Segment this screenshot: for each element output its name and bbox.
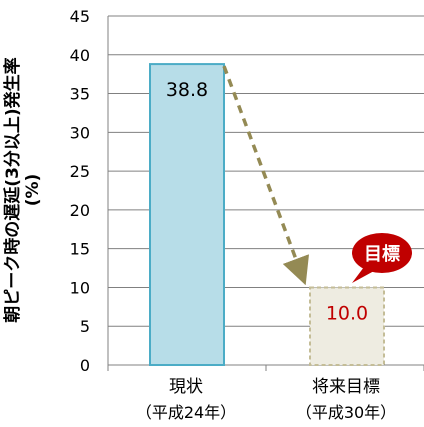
badge-tail (352, 267, 374, 283)
y-tick-label: 10 (70, 278, 90, 297)
bar (149, 63, 225, 366)
y-tick-label: 0 (80, 356, 90, 375)
x-tick-label: 将来目標 (312, 377, 380, 397)
y-axis-label: 朝ピーク時の遅延(3分以上)発生率 (2, 57, 23, 322)
data-label: 10.0 (326, 302, 368, 324)
y-tick-label: 30 (70, 123, 90, 142)
y-axis-unit: (%) (23, 174, 42, 207)
y-axis-title: 朝ピーク時の遅延(3分以上)発生率 (%) (2, 20, 43, 360)
trend-arrow (222, 65, 310, 286)
x-tick-sublabel: （平成30年） (296, 403, 396, 422)
y-tick-label: 20 (70, 201, 90, 220)
y-tick-label: 25 (70, 162, 90, 181)
y-tick-label: 5 (80, 317, 90, 336)
y-tick-label: 40 (70, 46, 90, 65)
x-tick-label: 現状 (169, 377, 203, 397)
bar (309, 286, 385, 367)
data-label: 38.8 (166, 79, 208, 101)
y-tick-label: 15 (70, 240, 90, 259)
y-tick-label: 45 (70, 7, 90, 26)
y-tick-label: 35 (70, 85, 90, 104)
badge-bubble (352, 233, 412, 273)
badge-label: 目標 (364, 243, 400, 265)
x-tick-sublabel: （平成24年） (136, 403, 236, 422)
